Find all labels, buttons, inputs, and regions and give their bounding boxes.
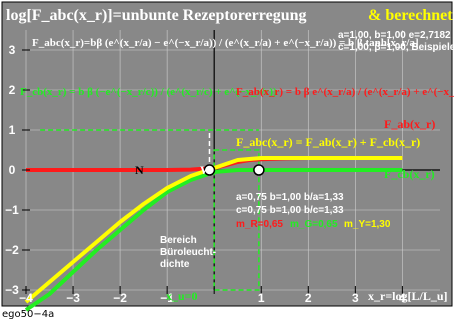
region-layer [40, 129, 260, 291]
y-tick-label-2: −1 [5, 203, 19, 217]
region-text-1: Bereich [160, 235, 197, 246]
point-w-label: W [200, 163, 212, 177]
point-w-marker [253, 164, 265, 176]
y-tick-label-6: 3 [9, 43, 16, 57]
point-n-label: N [135, 163, 144, 177]
params-m-g: m_G=0,65 [290, 219, 338, 230]
x-tick-label-2: −2 [113, 291, 127, 305]
sum-formula: F_abc(x_r) = F_ab(x_r) + F_cb(x_r) [236, 135, 420, 149]
chart-title-highlight: & berechnet [368, 7, 453, 24]
label-cb: F_cb(x_r) [384, 167, 435, 181]
top-params-2: c=1,00, β=1,00, Beispiele [338, 42, 454, 53]
markers-layer [203, 164, 265, 176]
figure-id: ego50−4a [2, 309, 55, 320]
region-text-2: Büroleucht- [160, 247, 216, 258]
x-tick-label-5: 1 [258, 291, 265, 305]
params-m-r: m_R=0,65 [236, 219, 283, 230]
top-formula: F_abc(x_r)=bβ (e^(x_r/a) − e^(−x_r/a)) /… [32, 37, 419, 49]
params-m-y: m_Y=1,30 [344, 219, 391, 230]
x0-label: x_u=0 [166, 289, 198, 303]
y-tick-label-5: 2 [9, 83, 16, 97]
params-line-1: a=0,75 b=1,00 b/a=1,33 [236, 192, 344, 203]
ab-formula: F_ab(x_r) = b β e^(x_r/a) / (e^(x_r/a) +… [236, 86, 454, 98]
y-tick-label-3: 0 [9, 163, 16, 177]
label-ab: F_ab(x_r) [384, 117, 435, 131]
region-text-3: dichte [160, 259, 190, 270]
x-tick-label-1: −3 [66, 291, 80, 305]
y-tick-label-1: −2 [5, 243, 19, 257]
top-params-1: a=1,00, b=1,00 e=2,7182 [338, 30, 451, 41]
point-n-marker [203, 164, 216, 176]
series-abc-line [24, 156, 403, 304]
x-tick-label-0: −4 [19, 291, 33, 305]
x-tick-label-8: 4 [399, 291, 406, 305]
y-tick-label-0: −3 [5, 283, 19, 297]
y-tick-label-4: 1 [9, 123, 16, 137]
series-cb-line [24, 168, 403, 312]
office-luminance-region [213, 149, 260, 291]
params-line-2: c=0,75 b=1,00 b/c=1,33 [236, 205, 344, 216]
x-axis-label: x_r=log[L/L_u] [368, 289, 448, 303]
x-tick-label-3: −1 [160, 291, 174, 305]
plot-background [1, 1, 453, 307]
x-tick-label-6: 2 [305, 291, 312, 305]
cb-formula: F_cb(x_r) = b β (−e^(−x_r/c)) / (e^(x_r/… [20, 86, 277, 98]
x-tick-label-7: 3 [352, 291, 359, 305]
chart-title: log[F_abc(x_r)]=unbunte Rezeptorerregung [6, 7, 306, 24]
